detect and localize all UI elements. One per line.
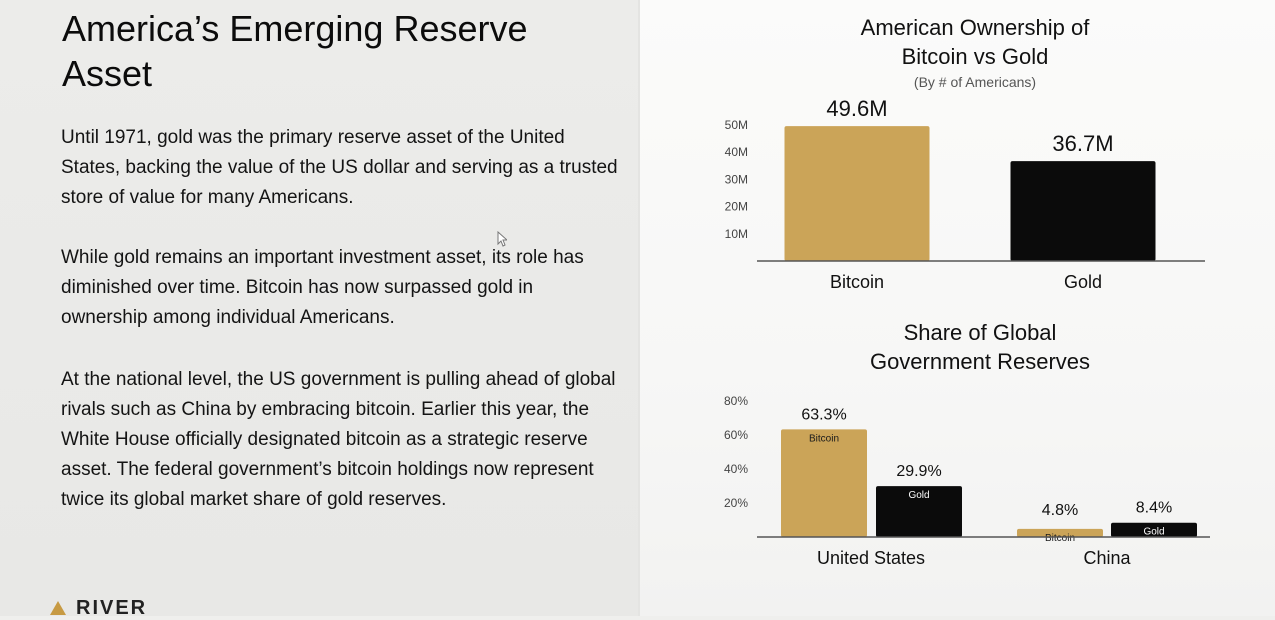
chart2-bar-gold [876, 486, 962, 537]
chart2-bar-gold [1111, 522, 1197, 537]
chart2-title-line-1: Share of Global [904, 320, 1057, 345]
chart2-title-line-2: Government Reserves [870, 349, 1090, 374]
chart1-value-label: 36.7M [1052, 131, 1113, 156]
chart2-value-label: 29.9% [896, 463, 941, 480]
chart1-y-tick-label: 40M [725, 145, 748, 159]
chart2-bar-series-label: Bitcoin [1045, 533, 1075, 544]
chart1-bar-gold [1010, 161, 1156, 261]
chart1-bar-bitcoin [784, 126, 930, 261]
chart2-category-label: China [1083, 548, 1131, 568]
chart1-y-tick-label: 30M [725, 172, 748, 186]
chart2-y-tick-label: 80% [724, 394, 748, 408]
paragraph-1: Until 1971, gold was the primary reserve… [61, 127, 618, 208]
mouse-cursor-icon [497, 231, 507, 247]
chart2-bar-series-label: Gold [1143, 527, 1164, 538]
chart2-bar-series-label: Bitcoin [809, 433, 839, 444]
chart2-value-label: 63.3% [801, 406, 846, 423]
left-panel [0, 0, 640, 616]
river-logo: RIVER [50, 596, 148, 619]
paragraph-2: While gold remains an important investme… [61, 247, 584, 328]
chart1-title-line-2: Bitcoin vs Gold [902, 44, 1049, 69]
river-logo-text: RIVER [76, 596, 148, 619]
panel-divider [638, 0, 640, 616]
chart2-y-tick-label: 20% [724, 496, 748, 510]
chart2-value-label: 4.8% [1042, 502, 1078, 519]
chart2-category-label: United States [817, 548, 925, 568]
chart2-bar-bitcoin [781, 429, 867, 537]
chart2-bar-series-label: Gold [908, 490, 929, 501]
chart1-title-line-1: American Ownership of [861, 15, 1091, 40]
paragraph-3: At the national level, the US government… [61, 369, 616, 510]
chart1-y-tick-label: 50M [725, 118, 748, 132]
chart1-value-label: 49.6M [826, 96, 887, 121]
chart1-y-tick-label: 20M [725, 200, 748, 214]
river-logo-mark-icon [50, 601, 66, 615]
chart2-value-label: 8.4% [1136, 500, 1172, 517]
chart1-category-label: Bitcoin [830, 272, 884, 292]
chart2-y-tick-label: 60% [724, 428, 748, 442]
chart1-category-label: Gold [1064, 272, 1102, 292]
slide-headline: America’s Emerging Reserve Asset [62, 8, 528, 94]
chart2-bar-bitcoin [1017, 528, 1103, 537]
chart2-y-tick-label: 40% [724, 462, 748, 476]
chart1-subtitle: (By # of Americans) [914, 74, 1036, 90]
chart1-y-tick-label: 10M [725, 227, 748, 241]
